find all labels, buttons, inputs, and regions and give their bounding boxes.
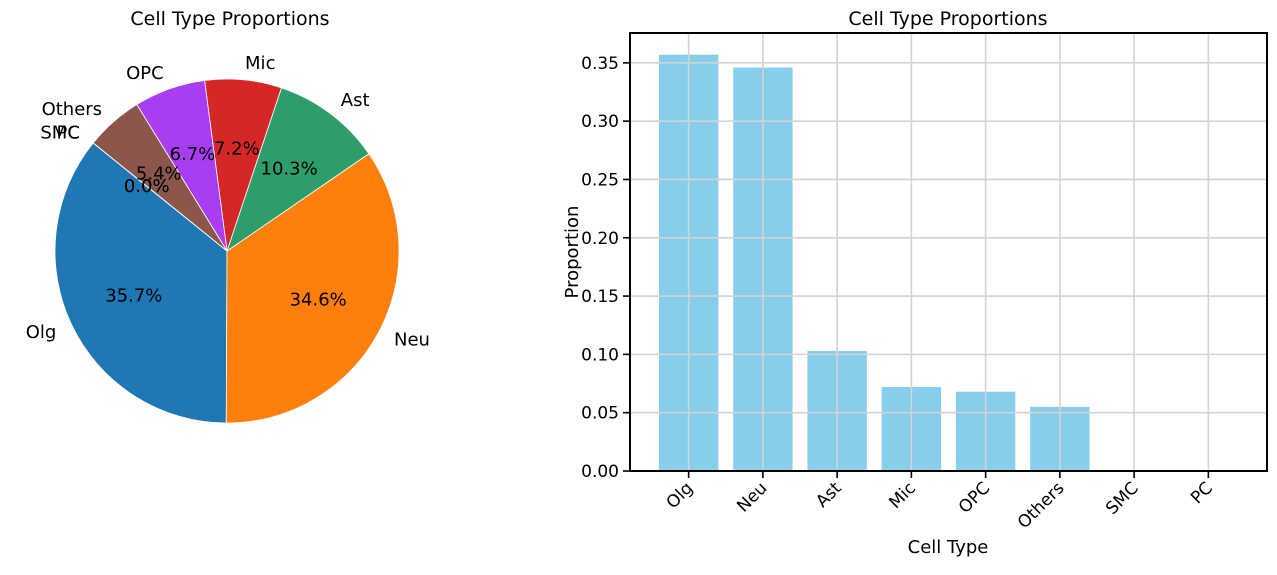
pie-labels: Olg 35.7% Neu 34.6% Ast 10.3% Mic 7.2% OPC 6.7% Ot…: [26, 53, 430, 351]
x-tick-label: Mic: [885, 478, 919, 512]
x-tick-label: OPC: [955, 478, 994, 517]
pie-pct-label: 35.7%: [105, 285, 162, 306]
bar-ylabel: Proportion: [562, 206, 583, 299]
x-tick-label: SMC: [1102, 478, 1143, 519]
pie-slice: [54, 142, 228, 424]
pie-slice-label: PC: [56, 122, 79, 143]
x-tick-label: Neu: [733, 478, 771, 516]
pie-slice-label: Neu: [394, 329, 430, 350]
pie-slice-label: Mic: [245, 53, 275, 74]
pie-pct-label: 0.0%: [124, 176, 170, 197]
pie-slice-label: Ast: [341, 90, 370, 111]
pie-pct-label: 10.3%: [261, 159, 318, 180]
pie-chart: [54, 78, 400, 424]
pie-pct-label: 6.7%: [170, 144, 216, 165]
y-tick-label: 0.00: [581, 462, 619, 482]
pie-slice-label: SMC: [40, 122, 80, 143]
pie-slice: [226, 87, 370, 253]
x-tick-label: Olg: [663, 478, 698, 513]
y-tick-label: 0.15: [581, 287, 619, 307]
pie-pct-label: 0.0%: [124, 176, 170, 197]
y-tick-label: 0.30: [581, 112, 619, 132]
y-tick-label: 0.35: [581, 54, 619, 74]
y-tick-label: 0.05: [581, 404, 619, 424]
pie-slice: [225, 153, 400, 424]
pie-slice: [92, 104, 228, 252]
pie-title: Cell Type Proportions: [130, 8, 329, 30]
bar-xlabel: Cell Type: [908, 537, 989, 558]
pie-pct-label: 7.2%: [214, 138, 260, 159]
x-tick-label: PC: [1187, 478, 1217, 508]
y-tick-label: 0.25: [581, 170, 619, 190]
y-tick-label: 0.20: [581, 229, 619, 249]
y-tick-label: 0.10: [581, 345, 619, 365]
pie-slice-label: Others: [42, 99, 103, 120]
plot-frame: [629, 32, 1268, 472]
pie-pct-label: 34.6%: [290, 289, 347, 310]
bar-chart: 0.00 0.05 0.10 0.15 0.20 0.25 0.30 0.35 Olg Neu As…: [581, 32, 1268, 533]
pie-slice-label: Olg: [26, 322, 57, 343]
pie-slice: [92, 142, 228, 252]
bar-title: Cell Type Proportions: [848, 8, 1047, 30]
x-tick-label: Ast: [812, 478, 846, 512]
x-tick-label: Others: [1014, 478, 1069, 533]
pie-slice-label: OPC: [126, 63, 164, 84]
pie-pct-label: 5.4%: [136, 164, 182, 185]
